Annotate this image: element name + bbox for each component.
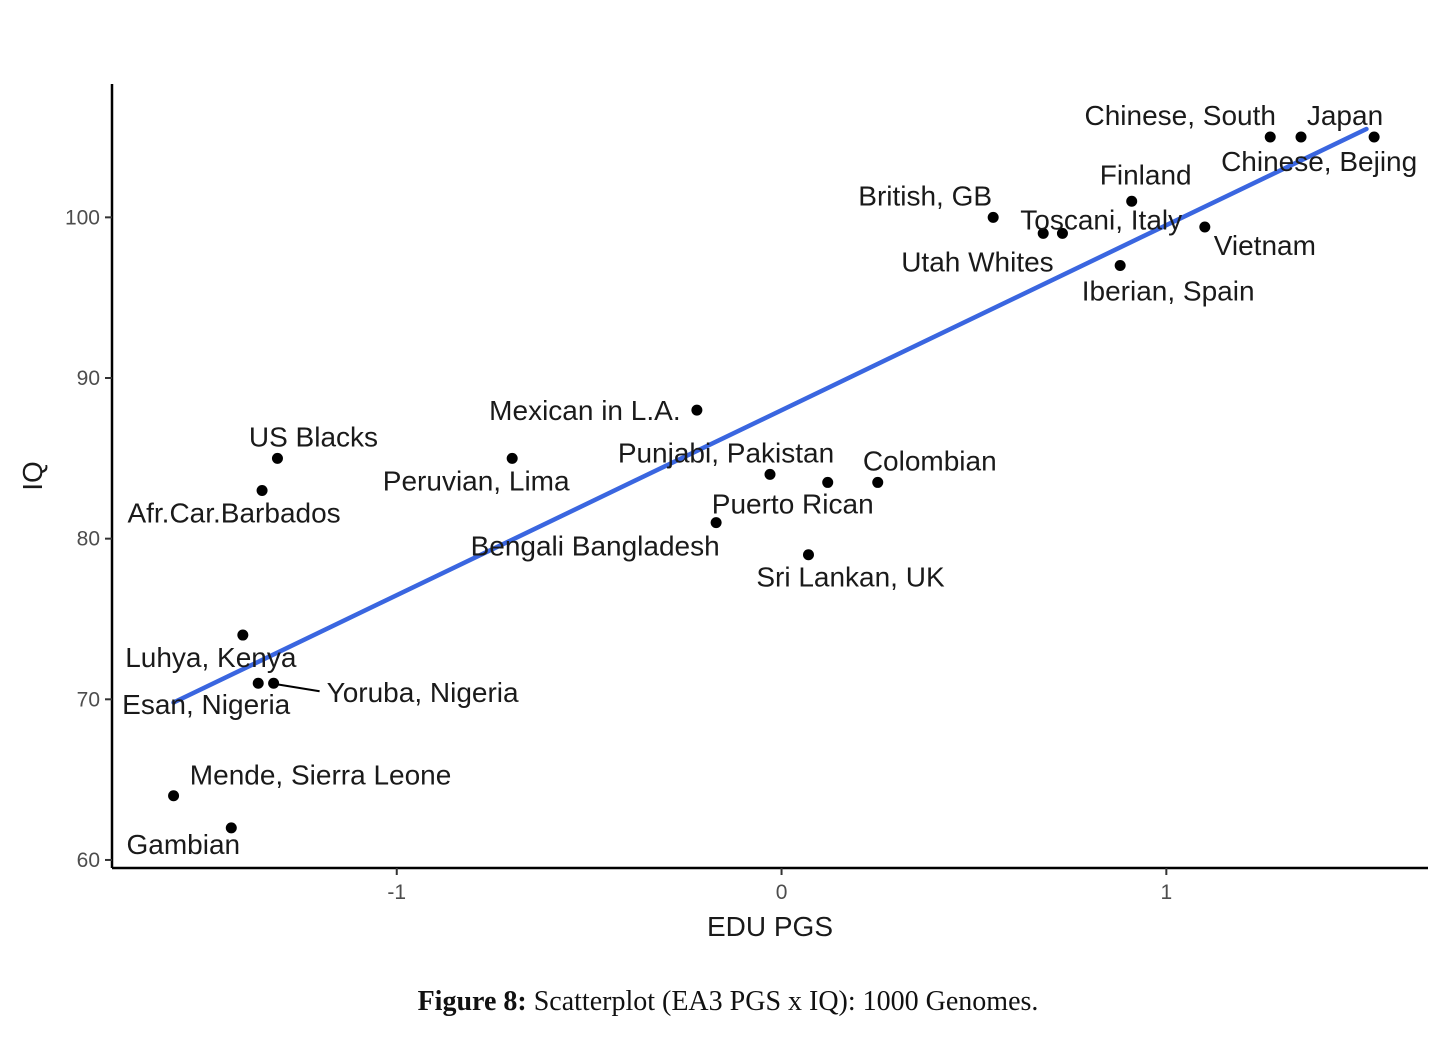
point-label: Bengali Bangladesh	[471, 531, 720, 562]
point-label: Mexican in L.A.	[489, 395, 680, 426]
point-label: US Blacks	[249, 421, 378, 452]
y-tick-label: 100	[65, 206, 100, 229]
point-label: Luhya, Kenya	[125, 642, 297, 673]
point-label: Yoruba, Nigeria	[327, 677, 519, 708]
x-tick-label: 1	[1160, 881, 1172, 904]
regression-line	[171, 126, 1369, 705]
data-point	[506, 452, 518, 464]
points-group	[168, 131, 1380, 834]
point-label: Japan	[1307, 100, 1383, 131]
point-label: Sri Lankan, UK	[756, 562, 945, 593]
point-label: Puerto Rican	[712, 488, 874, 519]
point-label: Finland	[1100, 159, 1192, 190]
data-point	[1126, 195, 1138, 207]
x-tick-label: -1	[387, 881, 406, 904]
data-point	[256, 484, 268, 496]
data-point	[802, 549, 814, 561]
data-point	[1295, 131, 1307, 143]
point-label: Vietnam	[1214, 230, 1316, 261]
data-point	[252, 677, 264, 689]
data-point	[271, 452, 283, 464]
y-tick-label: 90	[77, 367, 100, 390]
x-tick-label: 0	[776, 881, 788, 904]
point-labels-group: Chinese, South Japan Chinese, Bejing Finlan…	[122, 100, 1417, 860]
point-label: Gambian	[126, 829, 240, 860]
data-point	[872, 476, 884, 488]
data-point	[268, 677, 280, 689]
data-point	[691, 404, 703, 416]
data-point	[1264, 131, 1276, 143]
point-label: Esan, Nigeria	[122, 689, 291, 720]
data-point	[1037, 227, 1049, 239]
data-point	[1056, 227, 1068, 239]
point-label: British, GB	[858, 180, 992, 211]
data-point	[225, 822, 237, 834]
figure-caption: Figure 8: Scatterplot (EA3 PGS x IQ): 10…	[0, 986, 1456, 1018]
caption-text: Scatterplot (EA3 PGS x IQ): 1000 Genomes…	[533, 986, 1039, 1017]
y-tick-label: 60	[77, 849, 100, 872]
point-label: Mende, Sierra Leone	[190, 760, 452, 791]
caption-label: Figure 8:	[417, 986, 527, 1017]
y-tick-label: 70	[77, 688, 100, 711]
point-label: Punjabi, Pakistan	[618, 437, 834, 468]
data-point	[822, 476, 834, 488]
point-label: Afr.Car.Barbados	[127, 497, 340, 528]
data-point	[168, 790, 180, 802]
point-label: Toscani, Italy	[1020, 204, 1182, 235]
point-label: Colombian	[863, 445, 997, 476]
point-label: Iberian, Spain	[1082, 276, 1255, 307]
data-point	[1368, 131, 1380, 143]
point-label: Utah Whites	[901, 246, 1054, 277]
label-leader-line	[276, 683, 320, 693]
data-point	[1199, 221, 1211, 233]
point-label: Chinese, South	[1084, 100, 1275, 131]
data-point	[710, 517, 722, 529]
data-point	[237, 629, 249, 641]
data-point	[987, 211, 999, 223]
data-point	[1114, 260, 1126, 272]
axes: -1 0 1 60 70 80 90 100	[65, 84, 1428, 904]
point-label: Peruvian, Lima	[383, 465, 570, 496]
data-point	[764, 468, 776, 480]
x-axis-title: EDU PGS	[707, 911, 833, 942]
y-axis-title: IQ	[17, 461, 48, 491]
y-tick-label: 80	[77, 528, 100, 551]
point-label: Chinese, Bejing	[1221, 146, 1417, 177]
fit-line-group	[171, 126, 1369, 705]
